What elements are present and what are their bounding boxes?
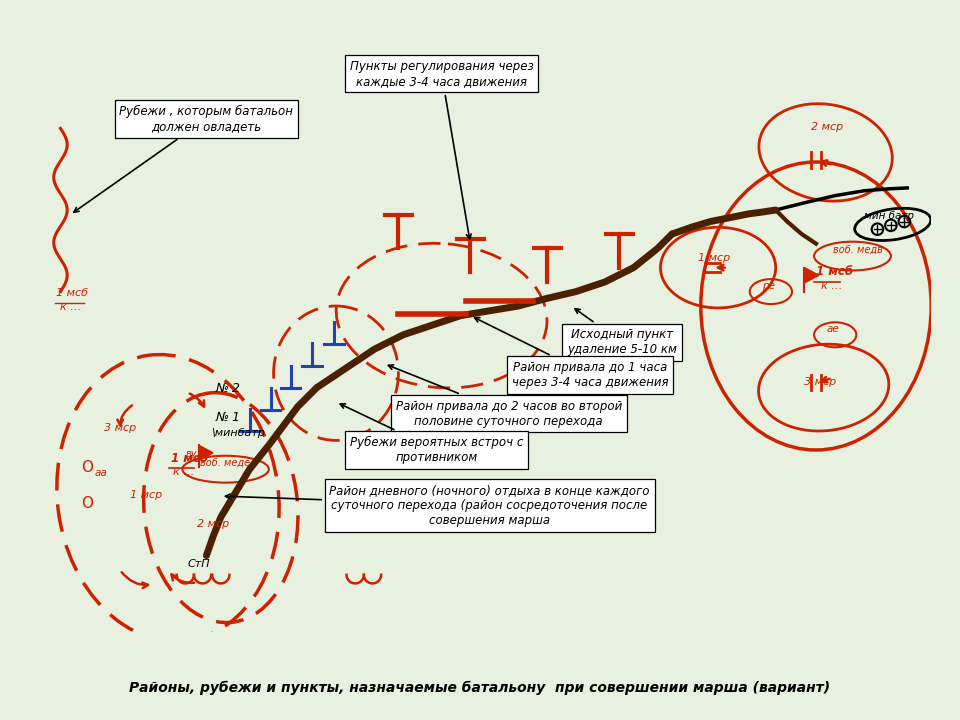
Text: Пункты регулирования через
каждые 3-4 часа движения: Пункты регулирования через каждые 3-4 ча… [349, 60, 534, 239]
Text: к …: к … [60, 302, 81, 312]
Text: Исходный пункт
удаление 5-10 км: Исходный пункт удаление 5-10 км [567, 309, 677, 356]
Text: СтП: СтП [187, 559, 210, 569]
Text: Район дневного (ночного) отдыха в конце каждого
суточного перехода (район сосред: Район дневного (ночного) отдыха в конце … [226, 484, 650, 527]
Text: Рубежи , которым батальон
должен овладеть: Рубежи , которым батальон должен овладет… [74, 104, 294, 212]
Text: 3 мср: 3 мср [104, 423, 136, 433]
Text: 1 мсб: 1 мсб [171, 451, 208, 464]
Text: воб. меде: воб. меде [200, 457, 250, 467]
Text: 1 мср: 1 мср [698, 253, 731, 263]
Text: Районы, рубежи и пункты, назначаемые батальону  при совершении марша (вариант): Районы, рубежи и пункты, назначаемые бат… [130, 680, 830, 695]
Text: 1 мсб: 1 мсб [816, 265, 853, 278]
Text: № 2: № 2 [216, 382, 241, 395]
Text: 2 мср: 2 мср [197, 519, 229, 528]
Polygon shape [199, 445, 213, 461]
Text: мин батр: мин батр [864, 211, 914, 220]
Text: О: О [82, 495, 93, 510]
Text: ае: ае [827, 324, 839, 334]
Polygon shape [804, 268, 819, 283]
Text: О: О [82, 460, 93, 475]
Text: ву,ое: ву,ое [185, 449, 212, 459]
Text: аа: аа [94, 468, 107, 478]
Text: Район привала до 2 часов во второй
половине суточного перехода: Район привала до 2 часов во второй полов… [388, 365, 622, 428]
Text: Рубежи вероятных встроч с
противником: Рубежи вероятных встроч с противником [340, 404, 523, 464]
Text: 2 мср: 2 мср [811, 122, 844, 132]
Text: \минбатр: \минбатр [211, 428, 265, 438]
Text: 1 мср: 1 мср [130, 490, 162, 500]
Text: ре: ре [762, 281, 776, 291]
Text: к …: к … [821, 281, 842, 291]
Text: воб. медв: воб. медв [833, 244, 883, 254]
Text: Район привала до 1 часа
через 3-4 часа движения: Район привала до 1 часа через 3-4 часа д… [474, 318, 669, 389]
Text: к …: к … [173, 467, 194, 477]
Text: № 1: № 1 [216, 411, 241, 424]
Text: 1 мсб: 1 мсб [56, 289, 87, 298]
Text: 3 мср: 3 мср [804, 377, 837, 387]
